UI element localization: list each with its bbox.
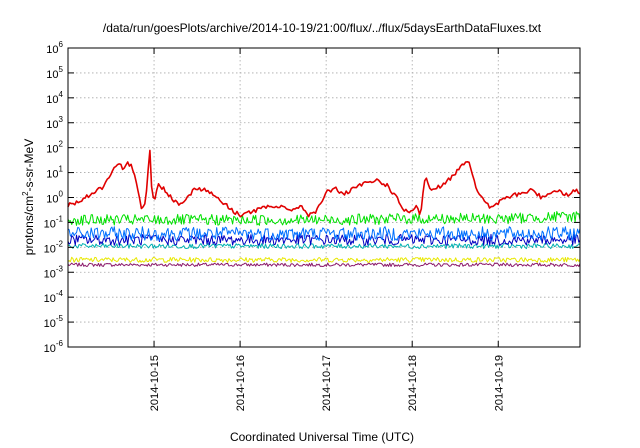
y-tick-base: 10 — [46, 69, 58, 81]
y-tick-exponent: 4 — [59, 90, 64, 99]
y-tick-exponent: -6 — [56, 339, 64, 348]
x-tick-label: 2014-10-15 — [149, 355, 161, 411]
y-tick-labels: 10610510410310210110010-110-210-310-410-… — [44, 40, 64, 355]
x-tick-label: 2014-10-16 — [235, 355, 247, 411]
y-tick-exponent: 5 — [59, 65, 64, 74]
y-tick-label: 106 — [46, 40, 63, 56]
y-tick-base: 10 — [46, 44, 58, 56]
y-tick-label: 104 — [46, 90, 63, 106]
y-tick-base: 10 — [46, 194, 58, 206]
y-tick-label: 10-5 — [44, 314, 64, 330]
grid — [68, 48, 580, 347]
y-tick-exponent: -2 — [56, 239, 64, 248]
y-tick-base: 10 — [46, 94, 58, 106]
series-line — [67, 226, 581, 242]
series-line — [67, 262, 581, 267]
x-tick-label: 2014-10-17 — [321, 355, 333, 411]
y-tick-label: 10-4 — [44, 289, 64, 305]
y-tick-base: 10 — [44, 318, 56, 330]
y-tick-label: 100 — [46, 190, 63, 206]
y-tick-exponent: -3 — [56, 264, 64, 273]
y-tick-exponent: -5 — [56, 314, 64, 323]
y-tick-base: 10 — [44, 243, 56, 255]
y-tick-base: 10 — [46, 119, 58, 131]
x-tick-label: 2014-10-19 — [493, 355, 505, 411]
y-axis-title-sup: 2 — [21, 191, 30, 196]
y-tick-base: 10 — [46, 169, 58, 181]
series-layer — [67, 149, 581, 267]
y-tick-base: 10 — [46, 144, 58, 156]
series-line — [67, 211, 581, 226]
y-tick-exponent: 1 — [59, 165, 64, 174]
y-tick-label: 102 — [46, 140, 63, 156]
y-tick-base: 10 — [44, 218, 56, 230]
y-tick-base: 10 — [44, 268, 56, 280]
x-axis-title: Coordinated Universal Time (UTC) — [230, 430, 414, 444]
series-line — [67, 256, 581, 263]
x-tick-label: 2014-10-18 — [407, 355, 419, 411]
series-line — [67, 243, 581, 250]
chart-title: /data/run/goesPlots/archive/2014-10-19/2… — [103, 21, 542, 35]
series-line — [67, 149, 581, 218]
y-tick-exponent: 3 — [59, 115, 64, 124]
y-axis-title: protons/cm2-s-sr-MeV — [21, 139, 36, 255]
y-tick-label: 10-3 — [44, 264, 64, 280]
y-tick-label: 10-1 — [44, 214, 64, 230]
y-tick-exponent: 6 — [59, 40, 64, 49]
y-tick-exponent: -1 — [56, 214, 64, 223]
x-tick-labels: 2014-10-15 2014-10-16 2014-10-17 2014-10-18… — [149, 355, 505, 411]
y-tick-base: 10 — [44, 293, 56, 305]
y-tick-base: 10 — [44, 343, 56, 355]
y-tick-label: 103 — [46, 115, 63, 131]
y-tick-exponent: 0 — [59, 190, 64, 199]
tick-marks — [68, 47, 580, 348]
y-axis-title-base: protons/cm — [22, 196, 36, 255]
y-axis-title-rest: -s-sr-MeV — [22, 139, 36, 192]
y-tick-exponent: 2 — [59, 140, 64, 149]
y-tick-label: 10-2 — [44, 239, 64, 255]
y-tick-label: 105 — [46, 65, 63, 81]
y-tick-label: 101 — [46, 165, 63, 181]
y-tick-exponent: -4 — [56, 289, 64, 298]
y-tick-label: 10-6 — [44, 339, 64, 355]
